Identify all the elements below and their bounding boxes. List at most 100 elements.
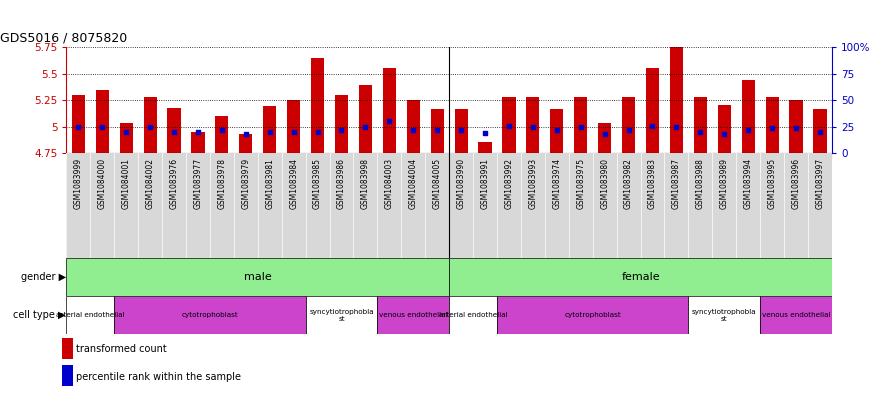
Point — [717, 131, 731, 137]
Bar — [377, 296, 450, 334]
Bar — [598, 123, 612, 153]
Text: GSM1083978: GSM1083978 — [218, 158, 227, 209]
Text: GSM1083996: GSM1083996 — [791, 158, 801, 209]
Bar — [263, 107, 276, 153]
Point — [550, 127, 564, 133]
Point — [812, 129, 827, 135]
Text: GSM1083998: GSM1083998 — [361, 158, 370, 209]
Point — [478, 130, 492, 136]
Point — [311, 129, 325, 135]
Text: GSM1084004: GSM1084004 — [409, 158, 418, 209]
Text: male: male — [244, 272, 272, 282]
Point — [669, 123, 683, 130]
Text: GSM1083982: GSM1083982 — [624, 158, 633, 209]
Bar — [718, 105, 731, 153]
Point — [215, 127, 229, 133]
Bar — [455, 108, 467, 153]
Bar — [167, 108, 181, 153]
Point — [72, 123, 86, 130]
Bar — [742, 80, 755, 153]
Bar — [215, 116, 228, 153]
Text: syncytiotrophobla
st: syncytiotrophobla st — [309, 309, 373, 321]
Point — [765, 125, 779, 131]
Text: GSM1083974: GSM1083974 — [552, 158, 561, 209]
Text: GSM1083990: GSM1083990 — [457, 158, 466, 209]
Text: GSM1083987: GSM1083987 — [672, 158, 681, 209]
Bar — [287, 100, 300, 153]
Text: venous endothelial: venous endothelial — [762, 312, 830, 318]
Point — [645, 122, 659, 129]
Text: gender ▶: gender ▶ — [20, 272, 65, 282]
Point — [741, 127, 755, 133]
Point — [358, 123, 373, 130]
Text: GSM1083977: GSM1083977 — [194, 158, 203, 209]
Text: GSM1083984: GSM1083984 — [289, 158, 298, 209]
Text: venous endothelial: venous endothelial — [379, 312, 448, 318]
Bar — [670, 47, 683, 153]
Text: GSM1083992: GSM1083992 — [504, 158, 513, 209]
Bar — [66, 296, 114, 334]
Text: percentile rank within the sample: percentile rank within the sample — [76, 372, 241, 382]
Text: arterial endothelial: arterial endothelial — [439, 312, 507, 318]
Text: GSM1084005: GSM1084005 — [433, 158, 442, 209]
Point — [693, 129, 707, 135]
Text: cytotrophoblast: cytotrophoblast — [565, 312, 621, 318]
Bar — [72, 95, 85, 153]
Point — [167, 129, 181, 135]
Text: GSM1083989: GSM1083989 — [720, 158, 728, 209]
Bar — [358, 85, 372, 153]
Bar — [407, 100, 419, 153]
Bar — [382, 68, 396, 153]
Point — [454, 127, 468, 133]
Bar — [305, 296, 377, 334]
Text: cell type ▶: cell type ▶ — [13, 310, 65, 320]
Bar — [191, 132, 204, 153]
Bar — [335, 95, 348, 153]
Text: GSM1084002: GSM1084002 — [146, 158, 155, 209]
Text: syncytiotrophobla
st: syncytiotrophobla st — [692, 309, 757, 321]
Point — [96, 123, 110, 130]
Text: GSM1084000: GSM1084000 — [97, 158, 107, 209]
Bar — [766, 97, 779, 153]
Text: GSM1083991: GSM1083991 — [481, 158, 489, 209]
Bar — [114, 296, 305, 334]
Bar — [143, 97, 157, 153]
Bar — [503, 97, 516, 153]
Text: GSM1083999: GSM1083999 — [73, 158, 83, 209]
Bar — [66, 258, 449, 296]
Bar — [96, 90, 109, 153]
Bar — [449, 258, 832, 296]
Text: GSM1083986: GSM1083986 — [337, 158, 346, 209]
Text: GSM1083975: GSM1083975 — [576, 158, 585, 209]
Text: GSM1083997: GSM1083997 — [815, 158, 825, 209]
Point — [287, 129, 301, 135]
Text: GSM1083993: GSM1083993 — [528, 158, 537, 209]
Bar — [497, 296, 689, 334]
Bar — [119, 123, 133, 153]
Point — [621, 127, 635, 133]
Point — [263, 129, 277, 135]
Text: GSM1084001: GSM1084001 — [121, 158, 131, 209]
Bar — [431, 108, 443, 153]
Point — [597, 131, 612, 137]
Text: GSM1083979: GSM1083979 — [242, 158, 250, 209]
Text: female: female — [621, 272, 660, 282]
Point — [789, 125, 803, 131]
Point — [502, 122, 516, 129]
Point — [382, 118, 396, 125]
Text: GSM1083981: GSM1083981 — [266, 158, 274, 209]
Bar — [694, 97, 707, 153]
Text: GSM1083988: GSM1083988 — [696, 158, 704, 209]
Text: GSM1083976: GSM1083976 — [170, 158, 179, 209]
Point — [526, 123, 540, 130]
Text: GSM1083983: GSM1083983 — [648, 158, 657, 209]
Text: transformed count: transformed count — [76, 345, 167, 354]
Point — [191, 129, 205, 135]
Bar — [550, 108, 564, 153]
Text: arterial endothelial: arterial endothelial — [56, 312, 125, 318]
Bar — [574, 97, 588, 153]
Point — [119, 129, 134, 135]
Bar — [239, 134, 252, 153]
Point — [335, 127, 349, 133]
Bar — [689, 296, 760, 334]
